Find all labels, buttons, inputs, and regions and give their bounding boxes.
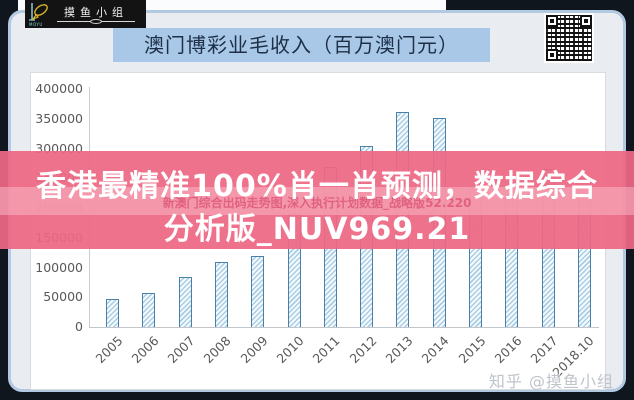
y-tick-label: 400000 <box>35 81 83 96</box>
logo-brand-text: 摸鱼小组 <box>64 6 128 19</box>
logo-subtext: MOYU <box>29 22 43 27</box>
banner-text-line2: 分析版_NUV969.21 <box>163 212 471 247</box>
top-strip <box>18 0 446 11</box>
bar-2006 <box>142 292 156 327</box>
qr-finder-icon <box>546 15 558 27</box>
banner-text-line1: 香港最精准100%肖一肖预测，数据综合 <box>36 169 598 204</box>
fish-dot-icon <box>90 19 102 24</box>
qr-finder-icon <box>546 49 558 61</box>
fish-hook-icon: MOYU <box>28 2 50 27</box>
y-tick-label: 0 <box>75 319 83 334</box>
bar-2009 <box>251 255 265 327</box>
bar-2008 <box>214 261 228 327</box>
banner-stripe <box>0 187 634 215</box>
overlay-banner: 香港最精准100%肖一肖预测，数据综合 新澳门综合出码走势图,深入执行计划数据_… <box>0 151 634 249</box>
chart-title-bar: 澳门博彩业毛收入（百万澳门元） <box>113 28 490 62</box>
zhihu-watermark: 知乎 @摸鱼小组 <box>488 372 614 391</box>
logo-underline <box>57 19 135 24</box>
qr-pattern <box>546 15 592 61</box>
y-tick-label: 350000 <box>35 110 83 126</box>
qr-finder-icon <box>580 15 592 27</box>
y-tick-label: 100000 <box>35 259 83 275</box>
moyu-logo: MOYU 摸鱼小组 <box>25 0 146 28</box>
bar-2005 <box>106 299 119 327</box>
banner-watermark-text: 新澳门综合出码走势图,深入执行计划数据_战略版52.220 <box>162 196 472 210</box>
qr-code <box>544 13 594 63</box>
x-axis-line <box>89 327 599 328</box>
bar-2007 <box>178 277 192 327</box>
y-tick-label: 50000 <box>43 289 83 305</box>
